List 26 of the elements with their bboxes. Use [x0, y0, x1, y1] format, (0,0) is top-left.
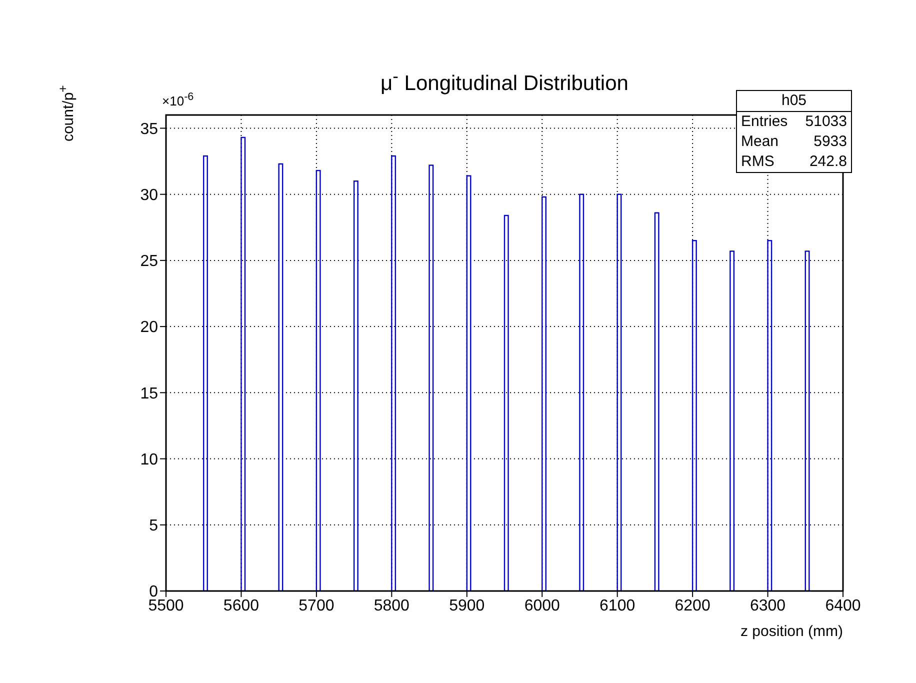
x-tick-label: 6000 — [524, 597, 560, 614]
x-tick-label: 5600 — [223, 597, 260, 614]
x-tick-label: 6300 — [750, 597, 786, 614]
annotation: 5933 — [814, 132, 847, 152]
x-tick-label: 5800 — [374, 597, 410, 614]
x-tick-label: 6200 — [674, 597, 710, 614]
text: ×10$^{-6}$ — [162, 91, 194, 108]
annotation: Mean — [741, 132, 779, 152]
y-tick-label: 35 — [140, 120, 158, 138]
annotation: RMS — [741, 152, 774, 172]
y-tick-label: 10 — [140, 451, 158, 468]
x-tick-label: 6100 — [600, 597, 636, 614]
y-tick-label: 30 — [140, 187, 158, 204]
x-axis-title: z position (mm) — [740, 623, 843, 640]
y-tick-label: 15 — [140, 385, 158, 402]
text: h05 — [737, 91, 851, 112]
y-tick-label: 20 — [140, 319, 158, 336]
annotation: 51033 — [805, 112, 847, 132]
chart-title: μ$^{-}$ Longitudinal Distribution — [380, 66, 628, 95]
y-tick-label: 5 — [149, 518, 158, 535]
annotation: 242.8 — [809, 152, 847, 172]
x-tick-label: 6400 — [825, 597, 861, 614]
annotation: Entries — [741, 112, 788, 132]
x-tick-label: 5900 — [449, 597, 485, 614]
x-tick-label: 5700 — [298, 597, 334, 614]
y-tick-label: 25 — [140, 253, 158, 270]
